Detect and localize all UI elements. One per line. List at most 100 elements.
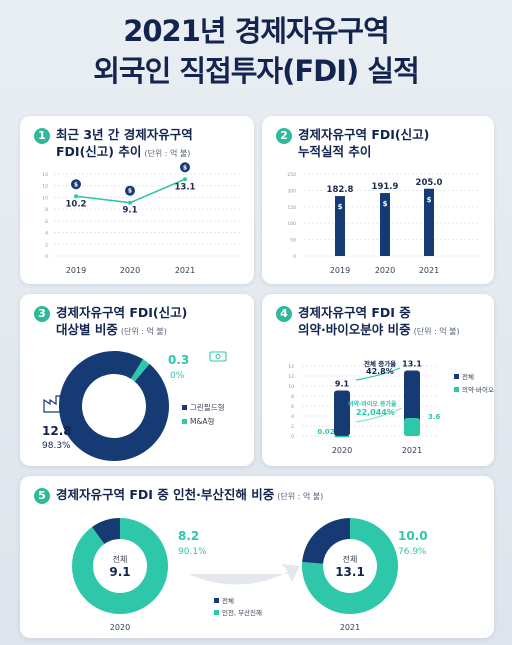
unit-label: (단위 : 억 불) [277,492,324,501]
legend-swatch [182,419,187,424]
annotation-value: 22,044% [356,408,395,417]
annotation-label: 전체 증가율 [364,359,396,368]
pie-slice [59,351,170,462]
chart-cumulative: 0 50 100 150 200 250 $182.8 2019 $191.9 2020 $205.… [287,172,480,275]
y-tick-label: 8 [45,207,48,213]
legend-label: 인천, 부산진해 [222,608,262,617]
dollar-icon: $ [427,196,432,204]
data-label: 3.6 [428,413,441,421]
donut-rest [92,518,120,545]
card-title-line1: 경제자유구역 FDI 중 인천·부산진해 비중 [56,487,275,502]
bar-total [334,390,350,436]
card-title-line1: 경제자유구역 FDI(신고) [56,305,188,320]
card-title-line2: 누적실적 추이 [298,144,372,159]
legend-label: 의약·바이오 [462,385,494,394]
dollar-icon: $ [383,200,388,208]
x-tick-label: 2020 [332,446,352,455]
data-label: 13.1 [402,360,422,369]
card-region-share: 5 경제자유구역 FDI 중 인천·부산진해 비중 (단위 : 억 불) 전체 9.… [20,476,494,638]
part-percent: 90.1% [178,547,207,557]
data-point [128,200,132,205]
pie-slice [130,359,150,382]
data-label: 9.1 [335,380,350,389]
donut-part [302,518,398,614]
y-tick-label: 2 [291,424,294,430]
bar-bio [334,435,350,438]
dollar-icon [71,179,81,190]
card-title-line1: 최근 3년 간 경제자유구역 [56,127,193,142]
donut-rest [302,518,350,564]
card-number: 5 [34,488,50,504]
y-tick-label: 250 [287,172,296,178]
year-label: 2020 [110,623,130,632]
donut-center-label: 전체 [343,554,358,564]
data-label: 0.02 [317,428,334,436]
bar-bio [404,418,420,436]
annotation-label: 의약·바이오 증가율 [348,400,397,408]
data-label: 205.0 [416,178,443,188]
donut-hole [94,540,146,592]
money-icon [209,351,227,362]
legend-label: M&A형 [190,417,214,426]
dollar-icon-glyph: $ [183,164,187,171]
legend-label: 그린필드형 [190,402,225,412]
y-tick-label: 100 [287,221,296,227]
y-tick-label: 0 [293,254,296,260]
donut-center-label: 전체 [113,554,128,564]
y-tick-label: 10 [42,195,48,201]
slice-value: 12.8 [42,424,72,438]
donut-hole [324,540,376,592]
y-tick-label: 0 [291,434,294,440]
chart-fdi-trend: 0 2 4 6 8 10 12 14 $10.2 2019 $9.1 2020 $13.1 2021 [42,162,242,275]
year-label: 2021 [340,623,360,632]
card-number: 2 [276,128,292,144]
card-bio-share: 4 경제자유구역 FDI 중 의약·바이오분야 비중 (단위 : 억 불) 0 2 4… [262,294,494,466]
legend-swatch [454,374,459,379]
data-point [74,194,78,199]
x-tick-label: 2019 [66,266,86,275]
factory-icon [43,395,61,413]
y-tick-label: 6 [45,219,48,225]
x-tick-label: 2021 [419,266,439,275]
growth-arrow [355,367,401,381]
y-tick-label: 4 [291,414,294,420]
unit-label: (단위 : 억 불) [120,327,167,336]
donut-center-value: 9.1 [109,565,130,579]
part-value: 8.2 [178,529,199,543]
legend-label: 전체 [222,596,234,605]
unit-label: (단위 : 억 불) [413,327,460,336]
growth-arrow [355,407,403,423]
data-label: 9.1 [122,206,137,216]
dollar-icon [125,185,135,196]
card-type-share: 3 경제자유구역 FDI(신고) 대상별 비중 (단위 : 억 불) 12.8 98… [20,294,254,466]
page-title-line2: 외국인 직접투자(FDI) 실적 [93,54,420,88]
y-tick-label: 14 [42,172,48,178]
part-percent: 76.9% [398,547,427,557]
dollar-icon-glyph: $ [128,188,132,195]
bar [380,193,390,256]
slice-percent: 0% [170,371,185,381]
x-tick-label: 2019 [330,266,350,275]
card-number: 1 [34,128,50,144]
x-tick-label: 2021 [175,266,195,275]
card-number: 3 [34,306,50,322]
annotation-value: 42.8% [366,367,394,376]
slice-value: 0.3 [168,353,189,367]
x-tick-label: 2021 [402,446,422,455]
slice-percent: 98.3% [42,441,71,451]
bar [335,196,345,256]
card-cumulative: 2 경제자유구역 FDI(신고) 누적실적 추이 0 50 100 150 200 250… [262,116,494,284]
data-label: 10.2 [66,199,87,209]
bar [424,188,434,256]
y-tick-label: 150 [287,205,296,211]
y-tick-label: 12 [42,184,48,190]
y-tick-label: 0 [45,254,48,260]
y-tick-label: 50 [290,238,296,244]
legend-label: 전체 [462,372,474,381]
y-tick-label: 2 [45,242,48,248]
y-tick-label: 12 [288,374,294,380]
y-tick-label: 6 [291,404,294,410]
y-tick-label: 4 [45,231,48,237]
card-fdi-trend: 1 최근 3년 간 경제자유구역 FDI(신고) 추이 (단위 : 억 불) 0 2… [20,116,254,284]
dollar-icon [180,162,190,173]
